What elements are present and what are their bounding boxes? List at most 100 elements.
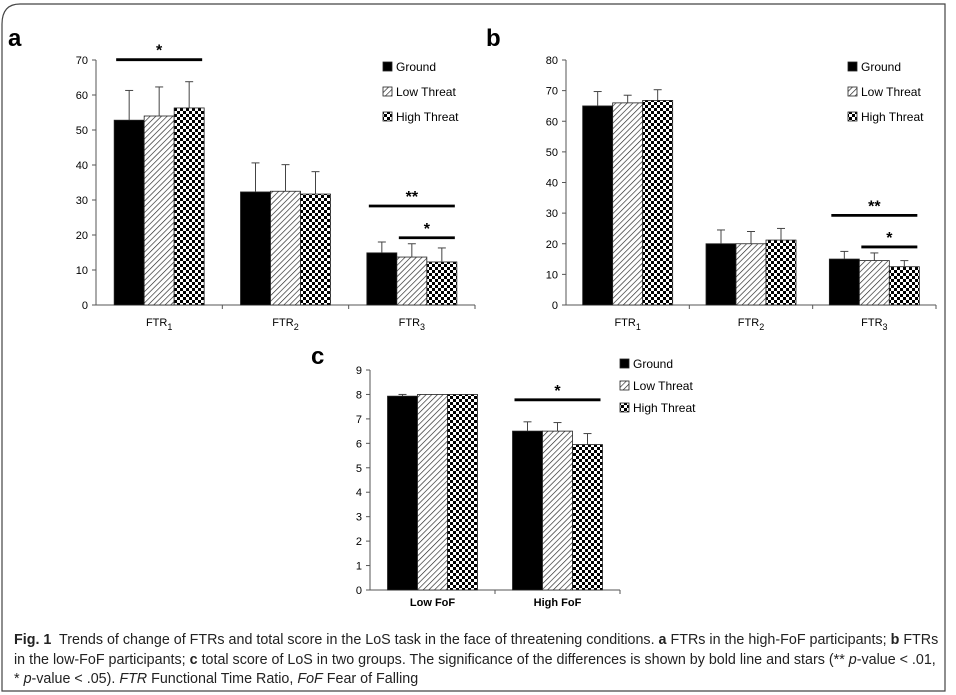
- y-tick-label: 6: [356, 438, 362, 450]
- y-tick-label: 1: [356, 561, 362, 573]
- caption-text-4: total score of LoS in two groups. The si…: [201, 651, 845, 668]
- category-label: FTR1: [146, 317, 172, 332]
- y-tick-label: 8: [356, 389, 362, 401]
- y-tick-label: 3: [356, 512, 362, 524]
- legend-swatch-0: [619, 358, 630, 369]
- legend-label-2: High Threat: [633, 401, 696, 415]
- y-tick-label: 4: [356, 487, 362, 499]
- caption-text-5: -value < .01, *: [14, 651, 936, 688]
- legend-swatch-2: [382, 111, 393, 122]
- legend-label-0: Ground: [633, 357, 673, 371]
- y-tick-label: 50: [76, 125, 88, 137]
- significance-stars: *: [554, 383, 561, 400]
- bar-ground-2: [828, 258, 860, 306]
- category-label: Low FoF: [410, 597, 455, 609]
- bar-high-threat-1: [300, 193, 331, 306]
- y-tick-label: 70: [76, 55, 88, 67]
- y-tick-label: 20: [76, 230, 88, 242]
- bar-ground-1: [512, 430, 543, 591]
- y-tick-label: 40: [546, 178, 558, 190]
- y-tick-label: 0: [82, 300, 88, 312]
- y-tick-label: 0: [552, 300, 558, 312]
- legend-label-1: Low Threat: [861, 85, 921, 99]
- legend-label-0: Ground: [861, 60, 901, 74]
- category-label: FTR1: [614, 317, 640, 332]
- panel-label-c: c: [311, 343, 324, 370]
- caption-p-italic-1: p: [848, 651, 857, 668]
- bar-ground-0: [113, 119, 145, 306]
- bar-low-threat-0: [143, 115, 175, 306]
- legend-label-0: Ground: [396, 60, 436, 74]
- legend-label-2: High Threat: [396, 110, 459, 124]
- y-tick-label: 70: [546, 86, 558, 98]
- panel-label-a: a: [8, 25, 22, 52]
- bar-high-threat-0: [642, 100, 674, 306]
- category-label: FTR2: [738, 317, 764, 332]
- y-tick-label: 40: [76, 160, 88, 172]
- bar-high-threat-2: [888, 266, 920, 306]
- category-label: FTR3: [861, 317, 887, 332]
- significance-stars: **: [406, 189, 419, 206]
- bar-low-threat-1: [735, 243, 767, 306]
- legend-swatch-0: [382, 61, 393, 72]
- bar-high-threat-1: [765, 239, 797, 306]
- bar-high-threat-0: [447, 394, 478, 591]
- significance-stars: *: [156, 43, 163, 60]
- y-tick-label: 30: [76, 195, 88, 207]
- bar-low-threat-2: [858, 260, 890, 306]
- y-tick-label: 2: [356, 536, 362, 548]
- legend-label-1: Low Threat: [633, 379, 693, 393]
- caption-text-6: -value < .05).: [31, 671, 116, 687]
- y-tick-label: 50: [546, 147, 558, 159]
- caption-ftr-abbr: FTR: [119, 671, 148, 687]
- category-label: FTR2: [272, 317, 298, 332]
- caption-text-2: FTRs in the high-FoF participants;: [670, 632, 887, 648]
- legend-swatch-2: [619, 402, 630, 413]
- caption-panel-b-ref: b: [890, 632, 900, 648]
- y-tick-label: 30: [546, 208, 558, 220]
- legend-swatch-0: [847, 61, 858, 72]
- figure-border: [1, 3, 946, 692]
- bar-ground-0: [582, 105, 614, 306]
- panel-label-b: b: [486, 25, 501, 52]
- bar-high-threat-2: [426, 261, 458, 306]
- category-label: FTR3: [399, 317, 425, 332]
- y-tick-label: 60: [76, 90, 88, 102]
- caption-fig-label: Fig. 1: [14, 632, 52, 648]
- significance-stars: *: [424, 221, 431, 238]
- bar-ground-2: [366, 252, 398, 306]
- caption-text-1: Trends of change of FTRs and total score…: [59, 632, 655, 648]
- significance-stars: **: [868, 198, 881, 215]
- y-tick-label: 5: [356, 463, 362, 475]
- legend-swatch-2: [847, 111, 858, 122]
- category-label: High FoF: [534, 597, 582, 609]
- figure-caption: Fig. 1 Trends of change of FTRs and tota…: [14, 631, 944, 690]
- bar-low-threat-1: [270, 190, 301, 306]
- caption-text-7: Functional Time Ratio,: [151, 671, 294, 687]
- bar-ground-1: [705, 243, 737, 306]
- legend-swatch-1: [619, 380, 630, 391]
- caption-p-italic-2: p: [23, 671, 32, 687]
- caption-fof-abbr: FoF: [297, 671, 323, 687]
- bar-low-threat-1: [542, 430, 573, 591]
- legend-label-2: High Threat: [861, 110, 924, 124]
- legend-swatch-1: [847, 86, 858, 97]
- caption-text-3: FTRs in the low-FoF participants;: [14, 632, 939, 668]
- bar-low-threat-2: [396, 256, 428, 306]
- chart-panel-c: c 0 1 2 3 4 5 6 7 8 9 Low FoF High FoF * Ground Low Thr…: [311, 343, 696, 609]
- bar-low-threat-0: [417, 394, 448, 591]
- bar-high-threat-1: [572, 444, 603, 591]
- y-tick-label: 7: [356, 414, 362, 426]
- significance-stars: *: [886, 230, 893, 247]
- y-tick-label: 10: [76, 265, 88, 277]
- bar-ground-1: [240, 191, 271, 306]
- y-tick-label: 60: [546, 116, 558, 128]
- y-tick-label: 10: [546, 269, 558, 281]
- y-tick-label: 80: [546, 55, 558, 67]
- legend-label-1: Low Threat: [396, 85, 456, 99]
- caption-text-8: Fear of Falling: [326, 671, 419, 687]
- y-tick-label: 9: [356, 365, 362, 377]
